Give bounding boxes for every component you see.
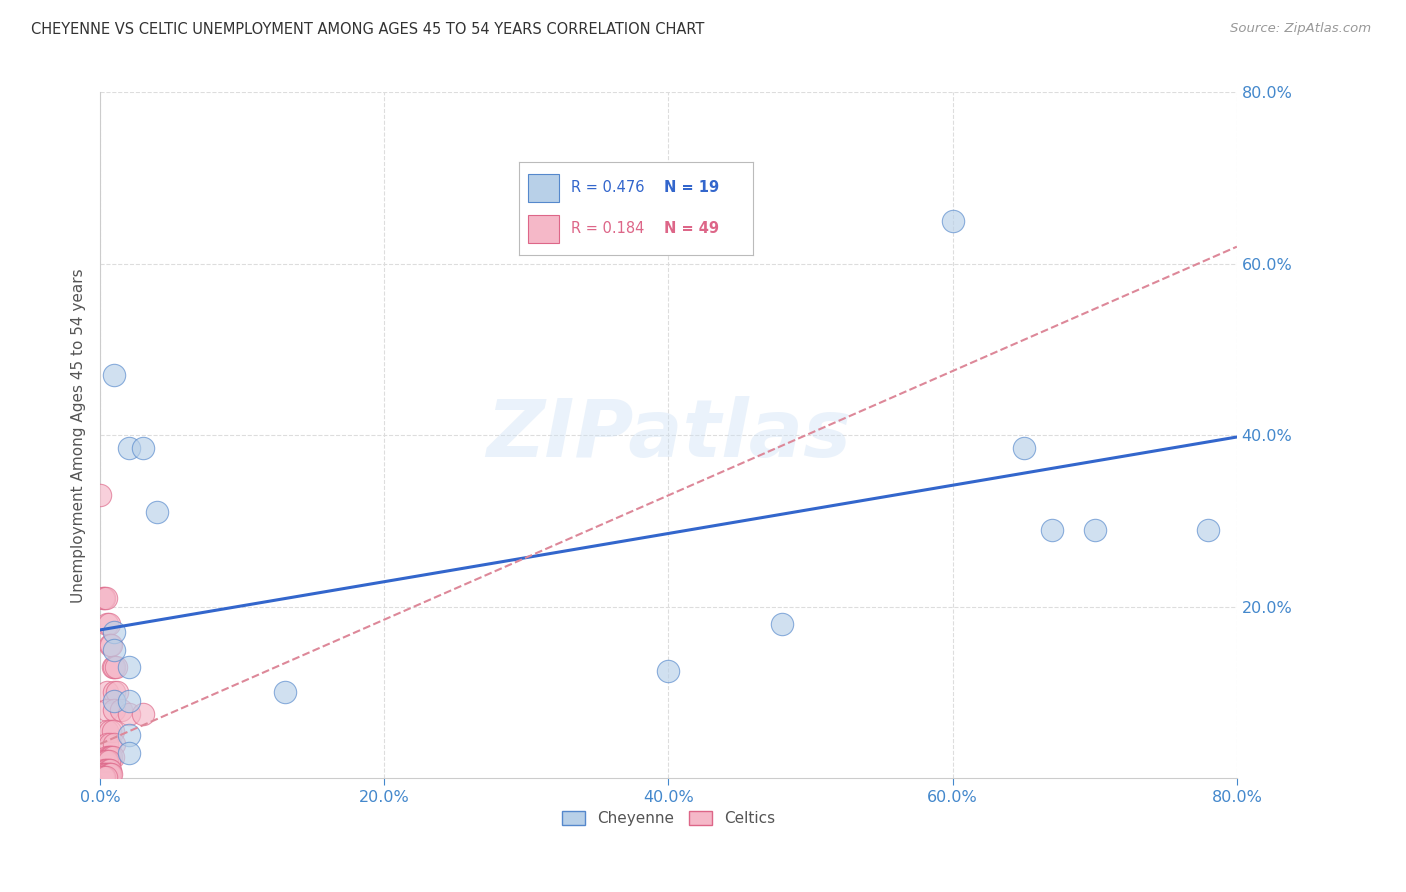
Text: R = 0.184: R = 0.184	[571, 221, 644, 236]
Point	[117, 660, 139, 674]
Point	[91, 767, 114, 781]
Point	[98, 749, 121, 764]
Point	[100, 767, 122, 781]
Point	[93, 591, 115, 606]
Point	[96, 767, 118, 781]
Point	[103, 660, 125, 674]
Legend: Cheyenne, Celtics: Cheyenne, Celtics	[555, 805, 782, 832]
Point	[94, 763, 117, 777]
Point	[101, 660, 124, 674]
Point	[101, 724, 124, 739]
Point	[94, 767, 117, 781]
Point	[105, 685, 128, 699]
Point	[96, 616, 118, 631]
Bar	[529, 215, 558, 243]
Point	[96, 754, 118, 768]
Point	[100, 638, 122, 652]
Point	[98, 638, 121, 652]
Point	[657, 664, 679, 678]
Point	[96, 763, 118, 777]
Point	[146, 505, 169, 519]
Text: N = 49: N = 49	[664, 221, 720, 236]
Point	[97, 749, 120, 764]
Text: ZIPatlas: ZIPatlas	[486, 396, 851, 475]
Point	[103, 737, 125, 751]
Point	[93, 770, 115, 784]
Point	[132, 441, 155, 455]
Point	[91, 770, 114, 784]
Point	[96, 724, 118, 739]
Point	[103, 642, 125, 657]
Point	[98, 763, 121, 777]
Point	[98, 767, 121, 781]
Point	[96, 685, 118, 699]
Point	[117, 728, 139, 742]
Point	[103, 694, 125, 708]
Point	[89, 488, 111, 502]
Point	[274, 685, 297, 699]
Point	[97, 767, 120, 781]
Point	[1040, 523, 1063, 537]
Point	[97, 754, 120, 768]
Point	[117, 746, 139, 760]
Bar	[529, 174, 558, 202]
Point	[96, 703, 118, 717]
Point	[93, 767, 115, 781]
Point	[132, 706, 155, 721]
Point	[103, 368, 125, 383]
Point	[98, 737, 121, 751]
Point	[1084, 523, 1107, 537]
Point	[103, 685, 125, 699]
Point	[117, 706, 139, 721]
Point	[103, 703, 125, 717]
Point	[97, 763, 120, 777]
Point	[96, 749, 118, 764]
Y-axis label: Unemployment Among Ages 45 to 54 years: Unemployment Among Ages 45 to 54 years	[72, 268, 86, 603]
Point	[100, 749, 122, 764]
Point	[97, 616, 120, 631]
Point	[942, 214, 965, 228]
Point	[91, 591, 114, 606]
Text: Source: ZipAtlas.com: Source: ZipAtlas.com	[1230, 22, 1371, 36]
Point	[1012, 441, 1035, 455]
Point	[117, 694, 139, 708]
Point	[103, 625, 125, 640]
Point	[1197, 523, 1219, 537]
Text: CHEYENNE VS CELTIC UNEMPLOYMENT AMONG AGES 45 TO 54 YEARS CORRELATION CHART: CHEYENNE VS CELTIC UNEMPLOYMENT AMONG AG…	[31, 22, 704, 37]
Text: N = 19: N = 19	[664, 180, 720, 195]
Point	[93, 763, 115, 777]
Point	[110, 703, 132, 717]
Point	[93, 754, 115, 768]
Point	[101, 749, 124, 764]
Point	[96, 737, 118, 751]
Point	[94, 770, 117, 784]
Point	[104, 660, 127, 674]
Point	[94, 591, 117, 606]
Point	[770, 616, 793, 631]
Point	[98, 724, 121, 739]
Text: R = 0.476: R = 0.476	[571, 180, 644, 195]
Point	[94, 754, 117, 768]
Point	[117, 441, 139, 455]
